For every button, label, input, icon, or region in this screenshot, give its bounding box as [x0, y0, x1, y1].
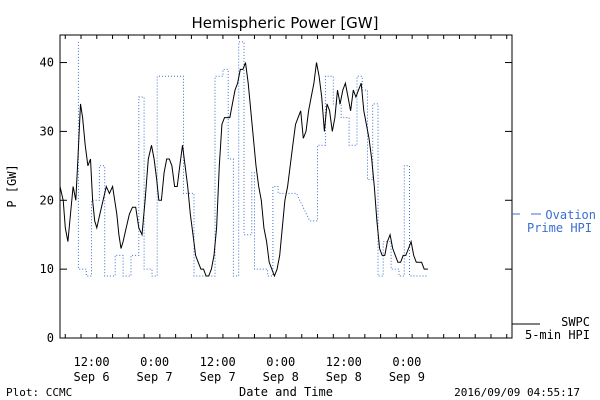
- x-tick-date-5: Sep 9: [389, 370, 425, 384]
- y-tick-label-30: 30: [40, 124, 54, 138]
- y-tick-label-10: 10: [40, 262, 54, 276]
- y-axis-label: P [GW]: [5, 164, 19, 207]
- x-tick-time-3: 0:00: [266, 355, 295, 369]
- y-tick-label-40: 40: [40, 56, 54, 70]
- series-line-swpc: [59, 62, 428, 278]
- series-line-ovation: [77, 41, 428, 277]
- x-tick-date-4: Sep 8: [326, 370, 362, 384]
- y-tick-label-0: 0: [47, 331, 54, 345]
- x-tick-time-4: 12:00: [326, 355, 362, 369]
- legend-label-ovation-2: Prime HPI: [527, 221, 592, 235]
- footer-timestamp: 2016/09/09 04:55:17: [454, 386, 580, 399]
- x-tick-date-3: Sep 8: [263, 370, 299, 384]
- x-tick-time-5: 0:00: [392, 355, 421, 369]
- x-tick-time-0: 12:00: [73, 355, 109, 369]
- x-tick-time-1: 0:00: [140, 355, 169, 369]
- x-axis-label: Date and Time: [239, 385, 333, 399]
- y-axis: 0 10 20 30 40: [40, 56, 512, 345]
- x-tick-time-2: 12:00: [200, 355, 236, 369]
- legend-label-ovation-1: Ovation: [545, 208, 596, 222]
- legend-swpc: SWPC 5-min HPI: [512, 315, 590, 342]
- legend-label-swpc-2: 5-min HPI: [525, 328, 590, 342]
- legend-label-swpc-1: SWPC: [561, 315, 590, 329]
- y-tick-label-20: 20: [40, 193, 54, 207]
- footer-plot-credit: Plot: CCMC: [6, 386, 72, 399]
- x-tick-date-1: Sep 7: [137, 370, 173, 384]
- x-tick-date-2: Sep 7: [200, 370, 236, 384]
- plot-frame: [59, 34, 513, 339]
- x-tick-date-0: Sep 6: [73, 370, 109, 384]
- legend-ovation: Ovation Prime HPI: [512, 208, 596, 235]
- chart-title: Hemispheric Power [GW]: [192, 14, 379, 32]
